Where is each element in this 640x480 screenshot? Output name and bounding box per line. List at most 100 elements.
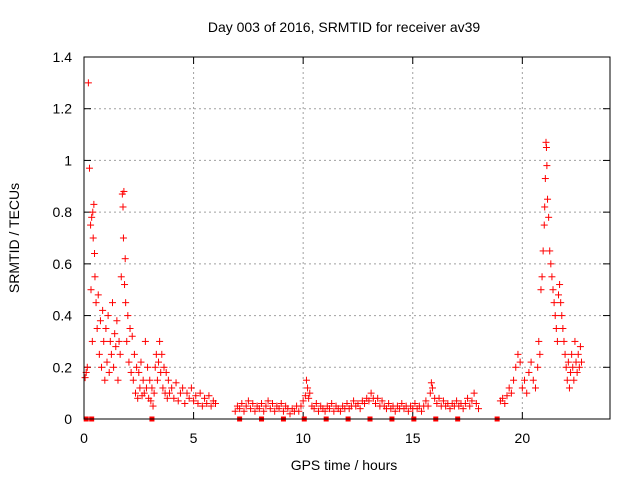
data-point	[149, 402, 157, 410]
data-point	[361, 399, 369, 407]
data-point	[312, 399, 320, 407]
data-point	[120, 187, 128, 195]
data-point	[404, 407, 412, 415]
data-point	[552, 325, 560, 332]
data-point	[540, 221, 548, 229]
data-point	[554, 291, 562, 299]
data-point	[578, 358, 586, 366]
data-point	[418, 407, 426, 415]
data-point	[365, 397, 373, 405]
data-point	[176, 389, 184, 397]
data-point	[446, 405, 454, 413]
chart-title: Day 003 of 2016, SRMTID for receiver av3…	[208, 19, 481, 35]
data-point	[95, 350, 103, 358]
data-point	[112, 343, 120, 351]
data-point	[546, 247, 554, 255]
data-point	[571, 337, 579, 345]
y-tick-label: 0.2	[53, 359, 73, 375]
data-point	[92, 299, 100, 307]
data-point	[466, 402, 474, 410]
data-point	[343, 399, 351, 407]
data-point	[433, 399, 441, 407]
data-point	[116, 350, 124, 358]
data-point	[336, 407, 344, 415]
x-tick-label: 5	[190, 430, 198, 446]
data-point	[179, 384, 187, 392]
data-point	[374, 394, 382, 402]
data-point	[543, 162, 551, 170]
data-point	[113, 317, 121, 325]
data-point	[242, 402, 250, 410]
data-point	[279, 407, 287, 415]
data-point	[299, 397, 307, 405]
data-point	[435, 394, 443, 402]
data-point	[539, 247, 547, 255]
data-point	[87, 221, 95, 229]
data-point	[130, 350, 138, 358]
data-point	[93, 325, 101, 332]
data-point	[521, 376, 529, 384]
data-point	[133, 363, 141, 371]
data-point	[542, 144, 550, 151]
data-point	[164, 376, 172, 384]
data-point	[536, 350, 544, 358]
data-point	[277, 399, 285, 407]
data-point	[128, 332, 136, 340]
data-point	[100, 337, 108, 345]
data-point	[371, 399, 379, 407]
data-point	[249, 399, 257, 407]
data-point	[129, 376, 137, 384]
data-point	[558, 312, 566, 320]
data-point	[201, 394, 209, 402]
data-point	[553, 337, 561, 345]
data-point	[121, 255, 129, 263]
data-point	[304, 384, 312, 392]
data-point	[123, 337, 131, 345]
data-point	[124, 312, 132, 320]
data-point	[106, 337, 114, 345]
data-point	[562, 363, 570, 371]
data-point	[89, 208, 97, 216]
data-point	[119, 234, 127, 242]
data-point	[518, 384, 526, 392]
data-point	[89, 234, 97, 242]
data-point	[108, 299, 116, 307]
data-point	[468, 397, 476, 405]
data-point	[137, 358, 145, 366]
data-point	[367, 389, 375, 397]
data-point	[350, 397, 358, 405]
data-point	[162, 368, 170, 376]
data-point	[464, 394, 472, 402]
data-point	[192, 392, 200, 400]
data-point	[170, 394, 178, 402]
data-point	[251, 407, 259, 415]
data-point	[94, 291, 102, 299]
data-point	[561, 350, 569, 358]
data-point	[135, 368, 143, 376]
data-point	[321, 407, 329, 415]
data-point	[183, 389, 191, 397]
data-point	[268, 399, 276, 407]
data-point	[426, 389, 434, 397]
y-tick-label: 1	[64, 152, 72, 168]
data-point	[194, 399, 202, 407]
data-point	[140, 389, 148, 397]
data-point	[551, 312, 559, 320]
data-point	[422, 397, 430, 405]
data-point	[212, 399, 219, 407]
data-point	[315, 407, 323, 415]
data-point	[247, 405, 255, 413]
data-point	[378, 397, 386, 405]
y-tick-label: 0	[64, 411, 72, 427]
data-point	[573, 368, 581, 376]
data-point	[354, 399, 362, 407]
data-point	[505, 384, 513, 392]
data-point	[549, 286, 557, 294]
data-points	[81, 79, 586, 418]
data-point	[158, 350, 166, 358]
data-point	[153, 376, 161, 384]
data-point	[470, 389, 478, 397]
data-point	[260, 407, 268, 415]
data-point	[196, 389, 204, 397]
